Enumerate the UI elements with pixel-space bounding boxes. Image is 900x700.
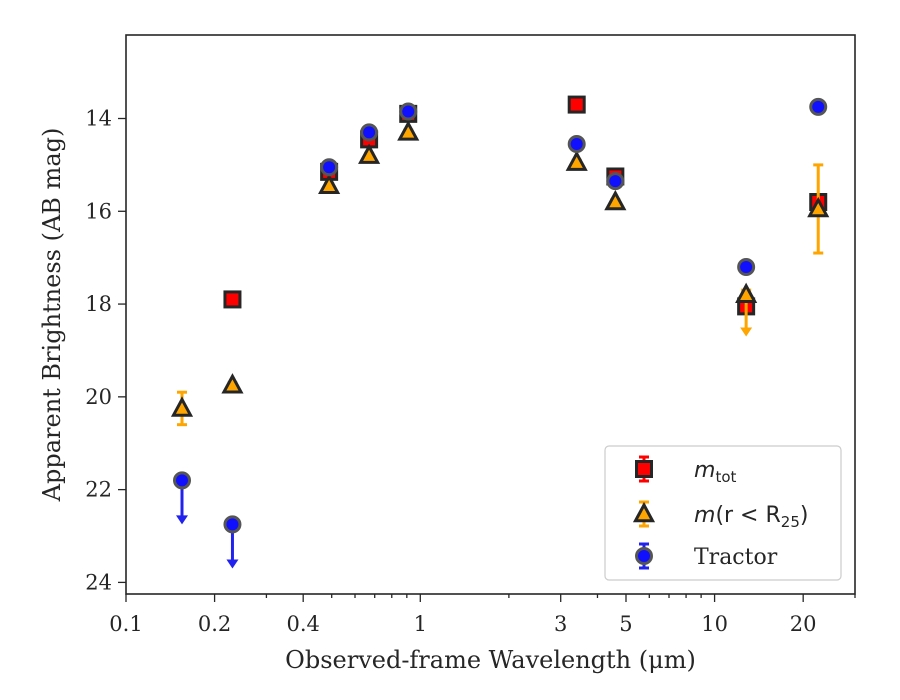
y-axis-label: Apparent Brightness (AB mag) bbox=[38, 128, 66, 503]
y-tick-label: 14 bbox=[85, 107, 112, 131]
legend-label-rest: (r < R bbox=[715, 503, 780, 528]
x-tick-label: 20 bbox=[790, 612, 817, 636]
legend-marker bbox=[632, 501, 656, 523]
upper-limit-arrow-head bbox=[226, 559, 239, 569]
series-triangle bbox=[170, 120, 830, 427]
legend-label: Tractor bbox=[694, 545, 778, 570]
data-point bbox=[320, 158, 339, 177]
upper-limit-arrow-head bbox=[740, 327, 753, 337]
legend-label-sub: 25 bbox=[781, 513, 800, 531]
plot-frame bbox=[125, 34, 856, 595]
legend-label: m(r < R25) bbox=[694, 503, 808, 531]
x-tick-label: 0.1 bbox=[109, 612, 142, 636]
y-tick-label: 18 bbox=[85, 292, 112, 316]
data-point bbox=[221, 373, 244, 394]
data-point bbox=[170, 396, 194, 417]
y-tick-label: 20 bbox=[85, 385, 112, 409]
x-axis: 0.1 0.2 0.4 1 3 5 10 20 bbox=[109, 594, 856, 636]
legend-label-base: m bbox=[694, 458, 715, 483]
y-tick-label: 22 bbox=[85, 478, 112, 502]
legend-label: mtot bbox=[694, 458, 736, 486]
data-point bbox=[737, 257, 756, 276]
data-point bbox=[567, 135, 586, 154]
legend-marker bbox=[635, 460, 653, 478]
upper-limit-arrow-head bbox=[176, 515, 189, 525]
legend-marker bbox=[635, 547, 653, 565]
data-point bbox=[604, 189, 627, 211]
series-circle bbox=[173, 97, 828, 569]
data-point bbox=[173, 471, 192, 490]
x-tick-label: 3 bbox=[554, 612, 567, 636]
x-tick-label: 1 bbox=[414, 612, 427, 636]
legend-label-sub: tot bbox=[715, 468, 736, 486]
x-tick-label: 0.2 bbox=[198, 612, 231, 636]
data-point bbox=[358, 143, 381, 164]
data-point bbox=[735, 282, 758, 304]
x-tick-label: 0.4 bbox=[286, 612, 319, 636]
data-point bbox=[397, 120, 420, 141]
legend-box bbox=[604, 445, 842, 581]
x-tick-label: 10 bbox=[701, 612, 728, 636]
y-tick-label: 16 bbox=[85, 199, 112, 223]
data-point bbox=[399, 102, 418, 121]
data-point bbox=[318, 173, 341, 195]
series-square bbox=[223, 95, 828, 316]
y-tick-label: 24 bbox=[85, 570, 112, 594]
data-point bbox=[809, 97, 828, 116]
legend-label-base: m bbox=[694, 503, 715, 528]
legend-label-close: ) bbox=[800, 503, 809, 528]
x-axis-label: Observed-frame Wavelength (μm) bbox=[285, 646, 696, 674]
data-point bbox=[567, 95, 586, 114]
plot-marks bbox=[170, 95, 830, 569]
data-point bbox=[360, 123, 379, 142]
data-point bbox=[807, 196, 830, 218]
y-axis: 14 16 18 20 22 24 bbox=[85, 107, 126, 594]
data-point bbox=[606, 172, 625, 191]
data-point bbox=[565, 150, 588, 171]
data-point bbox=[223, 290, 242, 309]
x-tick-label: 5 bbox=[619, 612, 632, 636]
data-point bbox=[223, 515, 242, 534]
